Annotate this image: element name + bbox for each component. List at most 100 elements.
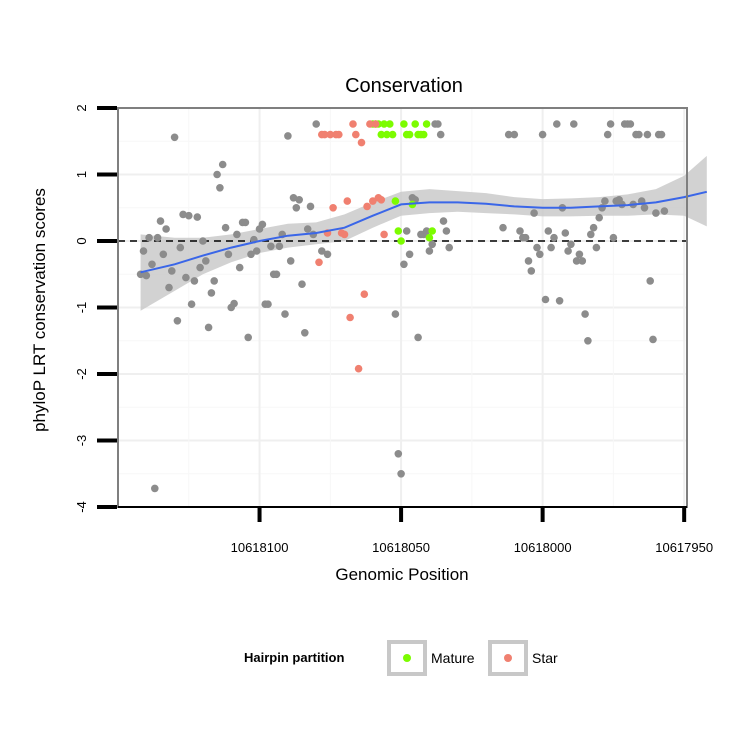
point-other bbox=[405, 250, 414, 259]
grid-lines bbox=[118, 107, 687, 508]
point-other bbox=[533, 243, 541, 252]
confidence-band bbox=[140, 155, 707, 311]
point-other bbox=[439, 217, 448, 225]
point-other bbox=[148, 260, 156, 269]
point-other bbox=[584, 337, 592, 345]
point-other bbox=[216, 184, 224, 192]
point-star bbox=[343, 197, 352, 205]
point-other bbox=[224, 250, 233, 259]
point-other bbox=[185, 211, 193, 220]
point-star bbox=[363, 202, 371, 211]
point-other bbox=[210, 277, 218, 285]
point-other bbox=[196, 263, 204, 272]
point-other bbox=[595, 213, 603, 222]
point-other bbox=[567, 240, 575, 249]
smooth-trend-line bbox=[140, 190, 708, 274]
point-mature bbox=[405, 130, 414, 139]
point-other bbox=[414, 333, 422, 342]
point-other bbox=[581, 310, 589, 318]
point-other bbox=[587, 230, 595, 239]
point-star bbox=[352, 130, 360, 139]
point-other bbox=[442, 227, 451, 235]
legend-label-star: Star bbox=[532, 650, 558, 666]
point-other bbox=[303, 225, 312, 233]
point-star bbox=[349, 120, 357, 128]
point-star bbox=[360, 290, 369, 299]
legend-dot-star bbox=[504, 654, 512, 662]
point-other bbox=[538, 130, 547, 139]
point-other bbox=[646, 277, 654, 285]
point-other bbox=[550, 233, 558, 242]
point-other bbox=[267, 242, 275, 251]
point-other bbox=[244, 333, 252, 342]
point-mature bbox=[419, 130, 428, 139]
x-tick-label: 10618050 bbox=[372, 540, 430, 555]
y-tick-label: -2 bbox=[74, 368, 89, 380]
point-other bbox=[603, 130, 612, 139]
point-other bbox=[193, 213, 202, 221]
point-other bbox=[241, 218, 250, 227]
point-star bbox=[369, 197, 377, 205]
point-other bbox=[402, 227, 411, 235]
point-other bbox=[592, 243, 601, 252]
point-other bbox=[221, 223, 230, 232]
y-tick-label: -4 bbox=[74, 501, 89, 513]
y-tick-label: 0 bbox=[74, 237, 89, 244]
point-other bbox=[400, 260, 408, 269]
point-other bbox=[286, 257, 295, 265]
point-other bbox=[292, 204, 301, 212]
point-mature bbox=[380, 120, 388, 128]
point-other bbox=[301, 329, 309, 337]
point-other bbox=[170, 133, 179, 142]
point-other bbox=[436, 130, 445, 139]
point-other bbox=[640, 204, 649, 212]
point-mature bbox=[400, 120, 408, 128]
point-other bbox=[289, 194, 298, 202]
point-other bbox=[182, 273, 190, 282]
point-other bbox=[312, 120, 321, 128]
point-other bbox=[139, 247, 148, 255]
point-other bbox=[434, 120, 442, 128]
x-axis-title: Genomic Position bbox=[335, 565, 468, 584]
point-other bbox=[643, 130, 652, 139]
point-mature bbox=[388, 130, 397, 139]
point-other bbox=[323, 250, 332, 259]
x-tick-label: 10617950 bbox=[655, 540, 713, 555]
data-points bbox=[136, 120, 669, 493]
point-star bbox=[335, 130, 343, 139]
point-mature bbox=[411, 120, 420, 128]
point-star bbox=[320, 130, 329, 139]
legend: Hairpin partition Mature Star bbox=[244, 640, 558, 676]
point-other bbox=[649, 335, 657, 344]
point-other bbox=[173, 317, 182, 325]
point-other bbox=[204, 323, 213, 332]
y-axis-title: phyloP LRT conservation scores bbox=[30, 188, 49, 432]
point-other bbox=[589, 223, 598, 232]
point-other bbox=[190, 277, 199, 285]
point-other bbox=[318, 247, 326, 255]
point-other bbox=[561, 229, 570, 237]
point-other bbox=[284, 132, 292, 140]
point-other bbox=[176, 243, 185, 252]
point-other bbox=[295, 196, 304, 204]
legend-title: Hairpin partition bbox=[244, 650, 344, 665]
point-other bbox=[162, 225, 170, 233]
y-axis: -4 -3 -2 -1 0 1 2 bbox=[74, 104, 117, 513]
point-star bbox=[357, 138, 366, 147]
point-other bbox=[575, 250, 584, 259]
point-other bbox=[527, 267, 536, 275]
point-other bbox=[145, 233, 153, 242]
point-other bbox=[425, 247, 434, 255]
point-other bbox=[153, 233, 162, 242]
point-star bbox=[380, 230, 388, 239]
point-other bbox=[536, 250, 544, 259]
point-mature bbox=[428, 227, 437, 235]
point-other bbox=[606, 120, 615, 128]
point-other bbox=[159, 250, 168, 259]
point-other bbox=[258, 220, 267, 229]
point-other bbox=[394, 450, 403, 458]
point-other bbox=[235, 263, 244, 272]
point-mature bbox=[383, 130, 391, 139]
y-tick-label: -1 bbox=[74, 302, 89, 314]
point-other bbox=[252, 247, 261, 255]
